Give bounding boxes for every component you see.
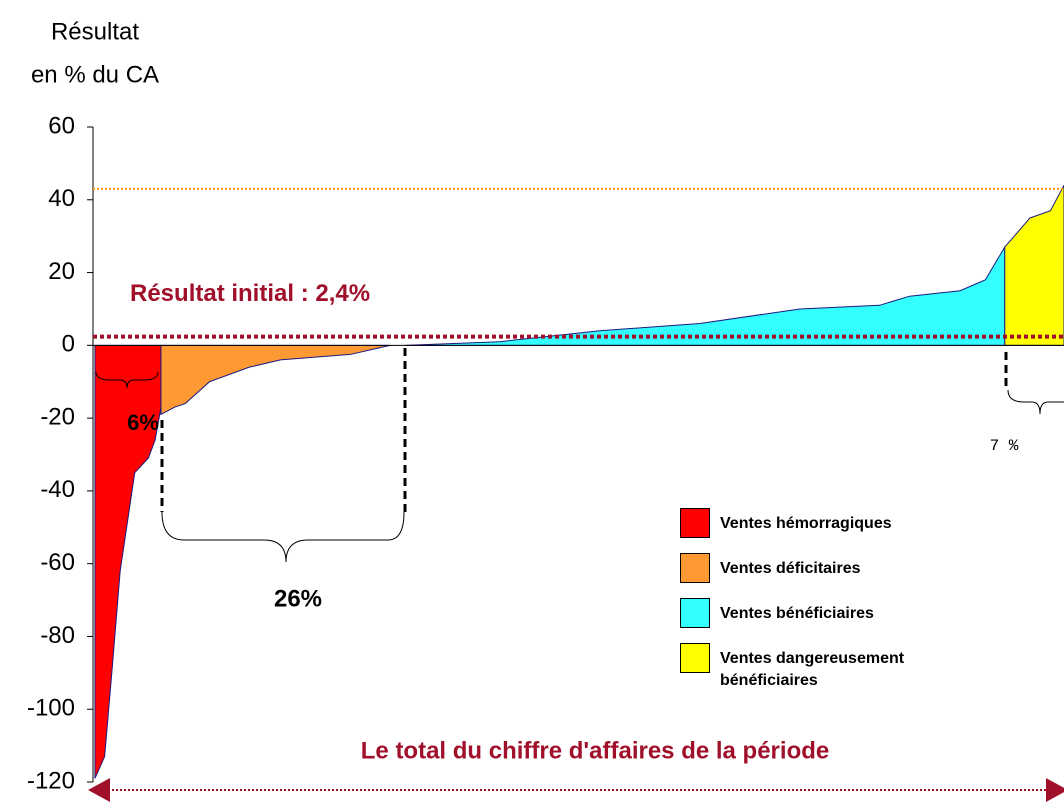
annotation: 26% bbox=[274, 585, 322, 612]
y-tick-label: 0 bbox=[62, 331, 75, 358]
brackets bbox=[95, 348, 1064, 563]
legend-label: Ventes déficitaires bbox=[720, 560, 861, 577]
legend-label: Ventes dangereusement bénéficiaires bbox=[720, 650, 905, 689]
area bbox=[160, 344, 391, 416]
y-axis-title: en % du CA bbox=[31, 61, 159, 88]
y-tick-label: -120 bbox=[27, 767, 75, 794]
y-tick-label: -20 bbox=[40, 403, 75, 430]
brace bbox=[1007, 389, 1064, 415]
legend-swatch bbox=[680, 553, 710, 583]
y-tick-label: -40 bbox=[40, 476, 75, 503]
y-axis-title: Résultat bbox=[51, 18, 139, 45]
legend-swatch bbox=[680, 598, 710, 628]
brace bbox=[161, 511, 405, 563]
y-tick-label: -60 bbox=[40, 549, 75, 576]
legend-item: Ventes dangereusement bénéficiaires bbox=[680, 643, 960, 692]
legend-label: Ventes hémorragiques bbox=[720, 515, 892, 532]
reference-label: Résultat initial : 2,4% bbox=[130, 280, 370, 307]
y-tick-label: 40 bbox=[48, 185, 75, 212]
brace bbox=[95, 371, 159, 389]
area bbox=[404, 245, 1006, 346]
annotation: 6% bbox=[127, 410, 159, 435]
legend-item: Ventes bénéficiaires bbox=[680, 598, 960, 628]
annotation: 7 % bbox=[990, 437, 1019, 455]
legend-item: Ventes déficitaires bbox=[680, 553, 960, 583]
y-tick-label: -80 bbox=[40, 622, 75, 649]
legend-label: Ventes bénéficiaires bbox=[720, 605, 874, 622]
legend-swatch bbox=[680, 508, 710, 538]
y-tick-label: 60 bbox=[48, 112, 75, 139]
arrow-head bbox=[88, 778, 110, 802]
legend-item: Ventes hémorragiques bbox=[680, 508, 960, 538]
annotation: Le total du chiffre d'affaires de la pér… bbox=[361, 737, 829, 764]
area bbox=[1004, 184, 1064, 346]
arrow-head bbox=[1046, 778, 1064, 802]
y-tick-label: 20 bbox=[48, 258, 75, 285]
areas bbox=[94, 184, 1064, 779]
legend-swatch bbox=[680, 643, 710, 673]
y-tick-label: -100 bbox=[27, 695, 75, 722]
